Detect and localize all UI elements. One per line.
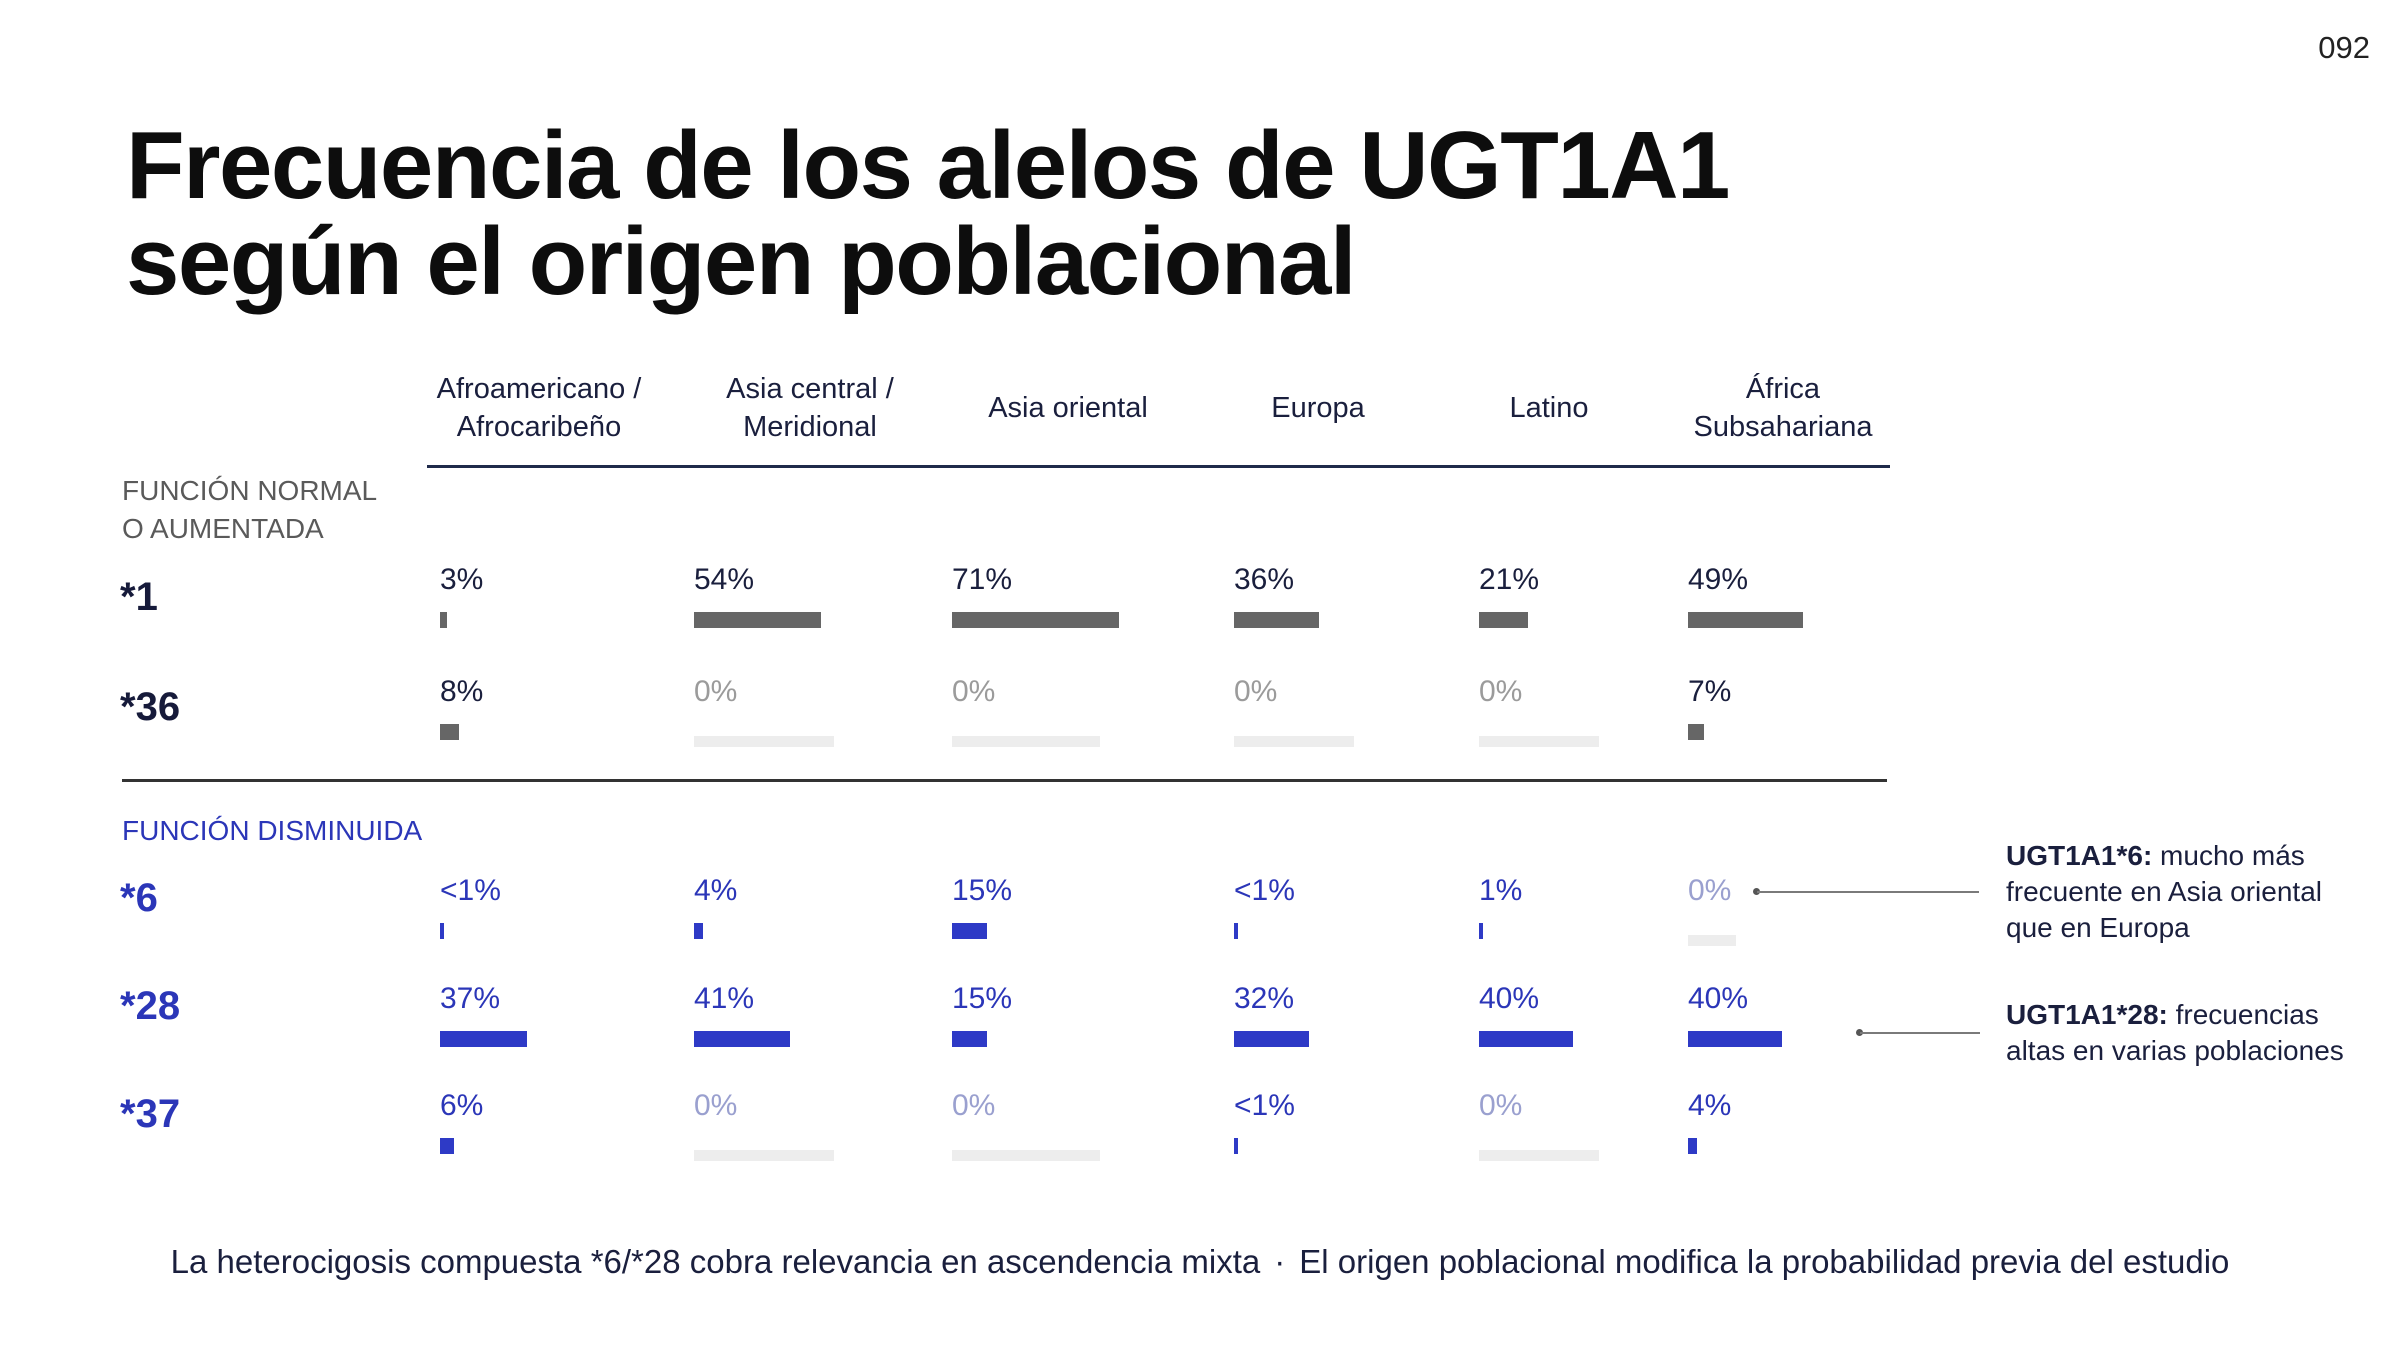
header-divider [427,465,1890,468]
bar [1234,923,1238,939]
callout-line [1860,1032,1980,1034]
annotation-text: UGT1A1*28: frecuencias altas en varias p… [2006,997,2366,1069]
footer-right-text: El origen poblacional modifica la probab… [1299,1243,2230,1280]
column-header: Afroamericano / Afrocaribeño [436,373,642,443]
value-label: 3% [440,563,484,596]
value-label: 0% [952,1089,996,1122]
value-label: 7% [1688,675,1732,708]
bar [1688,724,1704,740]
bar [694,1150,834,1161]
annotation-bold: UGT1A1*28: [2006,999,2168,1030]
bar [694,736,834,747]
bar [952,1150,1100,1161]
annotation-bold: UGT1A1*6: [2006,840,2153,871]
section-label: FUNCIÓN NORMAL O AUMENTADA [122,475,378,544]
section-divider [122,779,1887,782]
bar [694,612,821,628]
value-label: 41% [694,982,755,1015]
value-label: 6% [440,1089,484,1122]
section-label: FUNCIÓN DISMINUIDA [122,815,423,846]
bar [694,1031,790,1047]
callout-dot [1753,888,1760,895]
bar [1234,736,1354,747]
annotation-text: UGT1A1*6: mucho más frecuente en Asia or… [2006,838,2366,946]
value-label: 49% [1688,563,1749,596]
allele-label: *1 [120,575,158,619]
bar [440,923,444,939]
bar [1479,923,1483,939]
value-label: <1% [440,874,501,907]
footer-separator: · [1274,1243,1286,1280]
bar [440,1031,527,1047]
allele-label: *36 [120,685,181,729]
value-label: 8% [440,675,484,708]
callout-line [1757,891,1979,893]
value-label: 0% [1479,1089,1523,1122]
value-label: 15% [952,874,1013,907]
value-label: 21% [1479,563,1540,596]
value-label: 4% [694,874,738,907]
value-label: 37% [440,982,501,1015]
column-header: Asia oriental [988,392,1148,424]
value-label: 1% [1479,874,1523,907]
value-label: 0% [952,675,996,708]
bar [1234,612,1319,628]
page-number: 092 [2318,30,2370,65]
annotation-body: mucho más frecuente en Asia oriental que… [2006,840,2322,943]
bar [1479,736,1599,747]
value-label: 0% [1688,874,1732,907]
bar [1688,612,1803,628]
value-label: 0% [1479,675,1523,708]
allele-label: *6 [120,876,158,920]
bar [1688,1031,1782,1047]
bar [1234,1031,1309,1047]
value-label: 0% [694,1089,738,1122]
callout-dot [1856,1029,1863,1036]
value-label: 40% [1479,982,1540,1015]
value-label: 71% [952,563,1013,596]
value-label: 0% [1234,675,1278,708]
footer-left-text: La heterocigosis compuesta *6/*28 cobra … [170,1243,1261,1280]
value-label: 40% [1688,982,1749,1015]
value-label: <1% [1234,1089,1295,1122]
bar [1479,1150,1599,1161]
bar [1688,1138,1697,1154]
bar [952,612,1119,628]
column-header: Latino [1509,392,1589,424]
value-label: 15% [952,982,1013,1015]
column-header: África Subsahariana [1693,373,1873,443]
bar [694,923,703,939]
value-label: 4% [1688,1089,1732,1122]
value-label: 0% [694,675,738,708]
value-label: 54% [694,563,755,596]
bar [952,1031,987,1047]
value-label: 36% [1234,563,1295,596]
bar [952,736,1100,747]
bar [440,1138,454,1154]
bar [1234,1138,1238,1154]
column-header: Asia central / Meridional [726,373,894,443]
annotation-body: frecuencias altas en varias poblaciones [2006,999,2344,1066]
bar [952,923,987,939]
value-label: <1% [1234,874,1295,907]
title-line-1: Frecuencia de los alelos de UGT1A1 [126,112,1730,219]
bar [440,724,459,740]
value-label: 32% [1234,982,1295,1015]
bar [1479,1031,1573,1047]
bar [1479,612,1528,628]
bar [1688,935,1736,946]
allele-label: *37 [120,1092,181,1136]
bar [440,612,447,628]
column-header: Europa [1271,392,1365,424]
title-line-2: según el origen poblacional [126,208,1357,315]
footer-note: La heterocigosis compuesta *6/*28 cobra … [0,1243,2400,1281]
page-title: Frecuencia de los alelos de UGT1A1 según… [126,112,1730,315]
allele-label: *28 [120,984,181,1028]
